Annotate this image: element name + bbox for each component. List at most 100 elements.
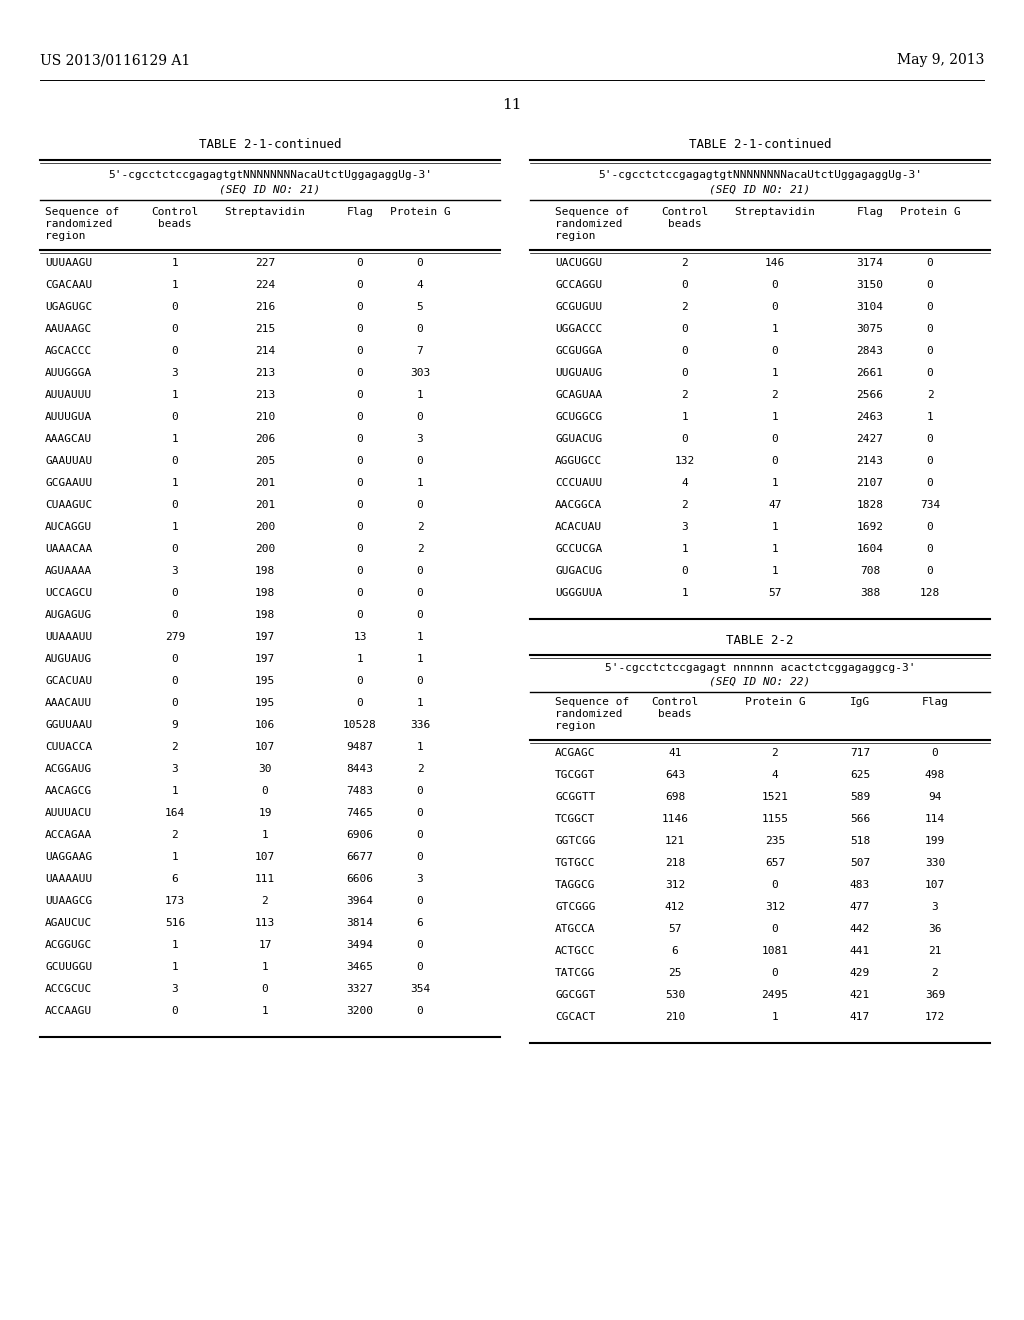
Text: 25: 25: [669, 968, 682, 978]
Text: AAUAAGC: AAUAAGC: [45, 323, 92, 334]
Text: (SEQ ID NO: 22): (SEQ ID NO: 22): [710, 677, 811, 686]
Text: AUUAUUU: AUUAUUU: [45, 389, 92, 400]
Text: 566: 566: [850, 814, 870, 824]
Text: 354: 354: [410, 983, 430, 994]
Text: 213: 213: [255, 389, 275, 400]
Text: 113: 113: [255, 917, 275, 928]
Text: 0: 0: [682, 346, 688, 356]
Text: 717: 717: [850, 748, 870, 758]
Text: 235: 235: [765, 836, 785, 846]
Text: AUUUGUA: AUUUGUA: [45, 412, 92, 422]
Text: Control: Control: [152, 207, 199, 216]
Text: TCGGCT: TCGGCT: [555, 814, 596, 824]
Text: 107: 107: [255, 742, 275, 752]
Text: GAAUUAU: GAAUUAU: [45, 455, 92, 466]
Text: 0: 0: [356, 587, 364, 598]
Text: 164: 164: [165, 808, 185, 818]
Text: 0: 0: [172, 412, 178, 422]
Text: Protein G: Protein G: [744, 697, 805, 708]
Text: 1: 1: [172, 257, 178, 268]
Text: 1: 1: [417, 653, 423, 664]
Text: ACGAGC: ACGAGC: [555, 748, 596, 758]
Text: 2: 2: [932, 968, 938, 978]
Text: 2427: 2427: [856, 434, 884, 444]
Text: TAGGCG: TAGGCG: [555, 880, 596, 890]
Text: 3964: 3964: [346, 896, 374, 906]
Text: 197: 197: [255, 632, 275, 642]
Text: 215: 215: [255, 323, 275, 334]
Text: 3104: 3104: [856, 302, 884, 312]
Text: 417: 417: [850, 1012, 870, 1022]
Text: TGCGGT: TGCGGT: [555, 770, 596, 780]
Text: 0: 0: [356, 389, 364, 400]
Text: UGGGUUA: UGGGUUA: [555, 587, 602, 598]
Text: Protein G: Protein G: [389, 207, 451, 216]
Text: 1: 1: [172, 940, 178, 950]
Text: 3: 3: [172, 983, 178, 994]
Text: 216: 216: [255, 302, 275, 312]
Text: UCCAGCU: UCCAGCU: [45, 587, 92, 598]
Text: 1155: 1155: [762, 814, 788, 824]
Text: 2: 2: [172, 742, 178, 752]
Text: 0: 0: [772, 924, 778, 935]
Text: ACACUAU: ACACUAU: [555, 521, 602, 532]
Text: 11: 11: [502, 98, 522, 112]
Text: 3: 3: [172, 368, 178, 378]
Text: 2: 2: [682, 257, 688, 268]
Text: 0: 0: [417, 676, 423, 686]
Text: 2: 2: [927, 389, 933, 400]
Text: 17: 17: [258, 940, 271, 950]
Text: AGUAAAA: AGUAAAA: [45, 566, 92, 576]
Text: CUUACCA: CUUACCA: [45, 742, 92, 752]
Text: 1: 1: [772, 478, 778, 488]
Text: 1: 1: [682, 544, 688, 554]
Text: 516: 516: [165, 917, 185, 928]
Text: 198: 198: [255, 610, 275, 620]
Text: 2: 2: [682, 500, 688, 510]
Text: 312: 312: [665, 880, 685, 890]
Text: 1: 1: [417, 742, 423, 752]
Text: 518: 518: [850, 836, 870, 846]
Text: 3: 3: [932, 902, 938, 912]
Text: GCUGGCG: GCUGGCG: [555, 412, 602, 422]
Text: 1604: 1604: [856, 544, 884, 554]
Text: 199: 199: [925, 836, 945, 846]
Text: ACCGCUC: ACCGCUC: [45, 983, 92, 994]
Text: 0: 0: [772, 346, 778, 356]
Text: TABLE 2-1-continued: TABLE 2-1-continued: [689, 139, 831, 152]
Text: 1: 1: [772, 323, 778, 334]
Text: 214: 214: [255, 346, 275, 356]
Text: 0: 0: [261, 983, 268, 994]
Text: 2843: 2843: [856, 346, 884, 356]
Text: 412: 412: [665, 902, 685, 912]
Text: 0: 0: [172, 676, 178, 686]
Text: region: region: [45, 231, 85, 242]
Text: 227: 227: [255, 257, 275, 268]
Text: 0: 0: [927, 280, 933, 290]
Text: 498: 498: [925, 770, 945, 780]
Text: 442: 442: [850, 924, 870, 935]
Text: 1: 1: [417, 478, 423, 488]
Text: 0: 0: [927, 521, 933, 532]
Text: 0: 0: [772, 434, 778, 444]
Text: 0: 0: [927, 544, 933, 554]
Text: 0: 0: [682, 323, 688, 334]
Text: ATGCCA: ATGCCA: [555, 924, 596, 935]
Text: 708: 708: [860, 566, 880, 576]
Text: 3150: 3150: [856, 280, 884, 290]
Text: 8443: 8443: [346, 764, 374, 774]
Text: 0: 0: [172, 1006, 178, 1016]
Text: 5'-cgcctctccgagagtgtNNNNNNNNacaUtctUggagaggUg-3': 5'-cgcctctccgagagtgtNNNNNNNNacaUtctUggag…: [598, 170, 922, 180]
Text: 0: 0: [417, 808, 423, 818]
Text: 0: 0: [417, 323, 423, 334]
Text: 0: 0: [417, 500, 423, 510]
Text: 0: 0: [927, 323, 933, 334]
Text: 429: 429: [850, 968, 870, 978]
Text: 3174: 3174: [856, 257, 884, 268]
Text: Control: Control: [662, 207, 709, 216]
Text: 2661: 2661: [856, 368, 884, 378]
Text: 0: 0: [261, 785, 268, 796]
Text: AUUGGGA: AUUGGGA: [45, 368, 92, 378]
Text: 2: 2: [772, 389, 778, 400]
Text: 0: 0: [417, 830, 423, 840]
